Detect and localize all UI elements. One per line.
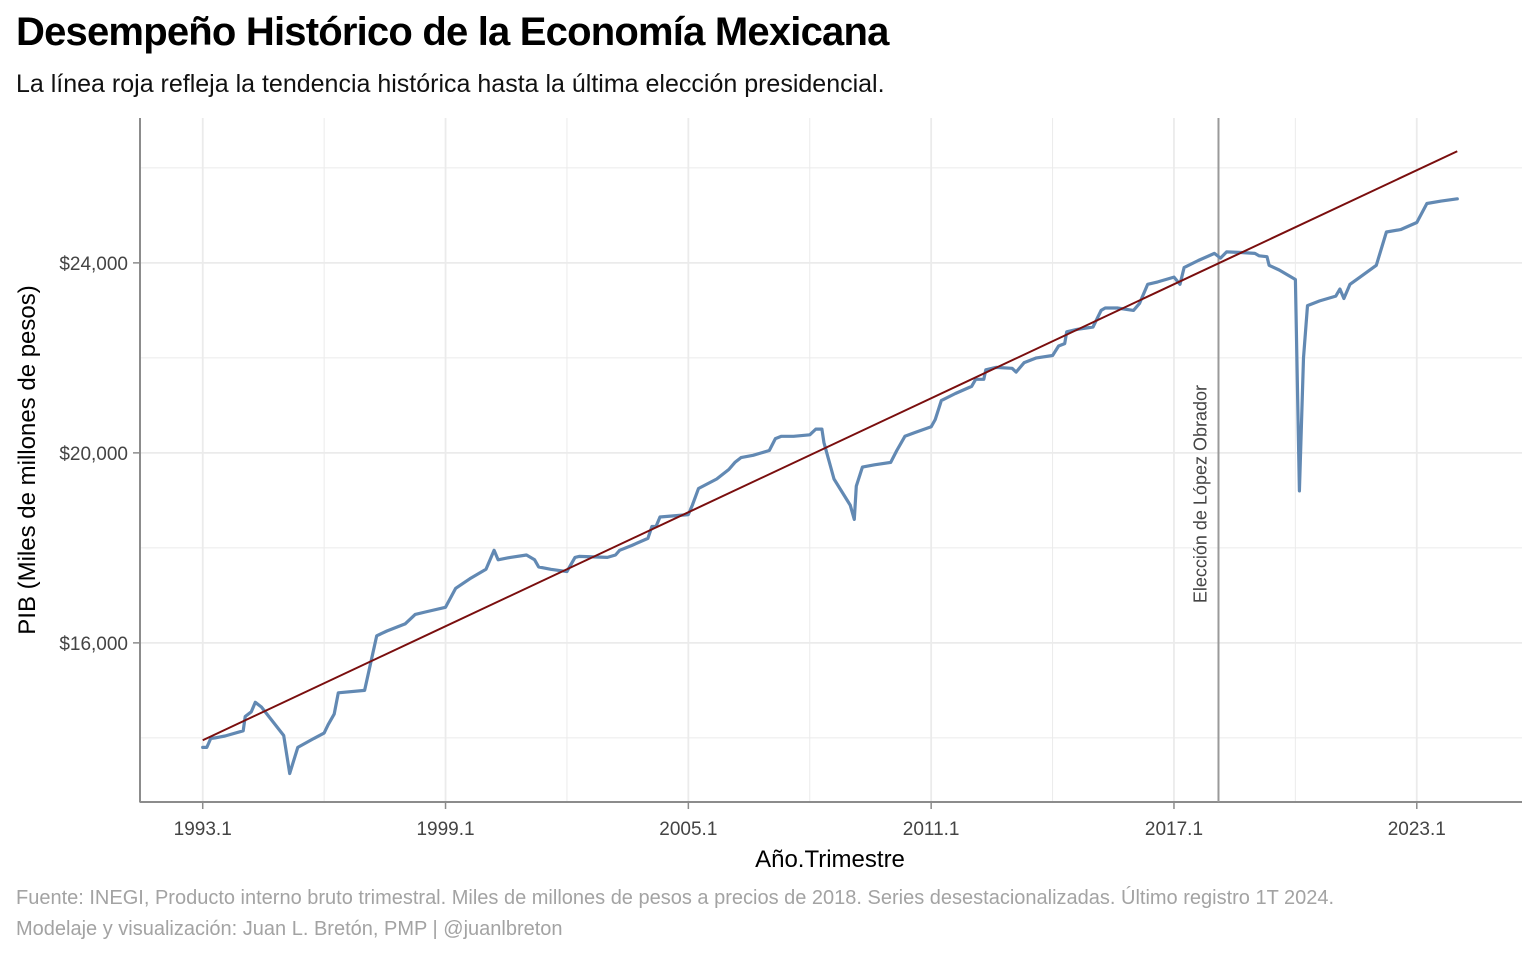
axes — [133, 118, 1522, 809]
x-tick-label: 2017.1 — [1145, 819, 1203, 840]
caption-author: Modelaje y visualización: Juan L. Bretón… — [16, 918, 563, 940]
y-axis-title: PIB (Miles de millones de pesos) — [14, 285, 41, 634]
chart-subtitle: La línea roja refleja la tendencia histó… — [16, 70, 885, 98]
x-axis-title: Año.Trimestre — [755, 846, 905, 873]
x-tick-label: 2005.1 — [659, 819, 717, 840]
y-tick-label: $20,000 — [59, 444, 128, 465]
x-tick-label: 1993.1 — [174, 819, 232, 840]
caption-source: Fuente: INEGI, Producto interno bruto tr… — [16, 887, 1335, 909]
trend-line — [202, 150, 1458, 742]
tick-labels: 1993.1 1999.1 2005.1 2011.1 2017.1 2023.1 $16,… — [59, 254, 1446, 840]
election-label: Elección de López Obrador — [1190, 385, 1210, 603]
x-tick-label: 1999.1 — [416, 819, 474, 840]
election-marker: Elección de López Obrador — [1190, 118, 1220, 802]
gdp-line — [201, 197, 1459, 776]
trend-series — [202, 150, 1458, 742]
gdp-series — [201, 197, 1459, 776]
y-tick-label: $16,000 — [59, 634, 128, 655]
grid-major — [140, 118, 1522, 802]
grid-minor — [140, 118, 1522, 802]
x-tick-label: 2023.1 — [1388, 819, 1446, 840]
x-tick-label: 2011.1 — [903, 819, 960, 840]
chart-title: Desempeño Histórico de la Economía Mexic… — [16, 10, 889, 54]
y-tick-label: $24,000 — [59, 254, 128, 275]
